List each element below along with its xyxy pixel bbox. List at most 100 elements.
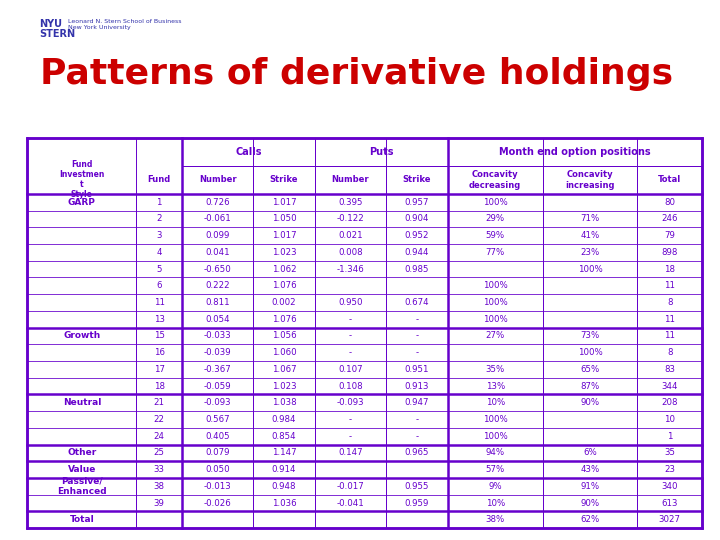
Text: 1.038: 1.038 [271, 399, 297, 407]
Text: 35%: 35% [485, 365, 505, 374]
Bar [27, 261, 137, 278]
Bar [182, 244, 253, 261]
Bar [386, 211, 448, 227]
Bar [315, 244, 386, 261]
Text: -0.033: -0.033 [204, 332, 232, 340]
Bar [543, 244, 637, 261]
Bar [448, 511, 543, 528]
Bar [448, 294, 543, 311]
Text: 11: 11 [154, 298, 165, 307]
Text: 0.914: 0.914 [271, 465, 296, 474]
Bar [137, 261, 182, 278]
Text: 5: 5 [156, 265, 162, 274]
Text: 0.854: 0.854 [271, 431, 297, 441]
Text: 0.405: 0.405 [205, 431, 230, 441]
Bar [315, 378, 386, 394]
Text: 65%: 65% [580, 365, 600, 374]
Bar [386, 394, 448, 411]
Bar [315, 428, 386, 444]
Text: 80: 80 [665, 198, 675, 207]
Bar [137, 294, 182, 311]
Text: 0.041: 0.041 [205, 248, 230, 257]
Text: 33: 33 [154, 465, 165, 474]
Text: 11: 11 [665, 281, 675, 291]
Text: 0.567: 0.567 [205, 415, 230, 424]
Text: -: - [349, 415, 352, 424]
Bar [182, 194, 253, 211]
Text: 11: 11 [665, 315, 675, 324]
Text: 91%: 91% [580, 482, 600, 491]
Text: 29%: 29% [485, 214, 505, 224]
Bar [182, 166, 253, 194]
Text: 41%: 41% [580, 231, 600, 240]
Text: 94%: 94% [485, 448, 505, 457]
Bar [253, 478, 315, 495]
Text: -0.650: -0.650 [204, 265, 232, 274]
Text: Passive/
Enhanced: Passive/ Enhanced [57, 477, 107, 496]
Bar [27, 244, 137, 261]
Text: 0.147: 0.147 [338, 448, 363, 457]
Bar [543, 294, 637, 311]
Bar [182, 444, 253, 461]
Text: 10%: 10% [485, 399, 505, 407]
Text: -: - [415, 332, 418, 340]
Text: -0.093: -0.093 [337, 399, 364, 407]
Text: Puts: Puts [369, 147, 394, 157]
Text: Fund
Investmen
t
Style: Fund Investmen t Style [59, 160, 104, 199]
Bar [253, 411, 315, 428]
Text: 18: 18 [154, 382, 165, 390]
Text: -0.122: -0.122 [336, 214, 364, 224]
Bar [182, 495, 253, 511]
Text: -0.093: -0.093 [204, 399, 231, 407]
Text: 613: 613 [662, 498, 678, 508]
Bar [253, 261, 315, 278]
Bar [637, 166, 702, 194]
Text: 0.108: 0.108 [338, 382, 363, 390]
Bar [137, 428, 182, 444]
Bar [253, 495, 315, 511]
Text: 62%: 62% [580, 515, 600, 524]
Bar [253, 511, 315, 528]
Bar [448, 361, 543, 378]
Text: -0.367: -0.367 [204, 365, 232, 374]
Bar [543, 361, 637, 378]
Bar [543, 211, 637, 227]
Bar [448, 495, 543, 511]
Text: NYU
STERN: NYU STERN [40, 19, 76, 39]
Text: 100%: 100% [483, 198, 508, 207]
Text: Value: Value [68, 465, 96, 474]
Text: 1: 1 [156, 198, 162, 207]
Text: -0.059: -0.059 [204, 382, 231, 390]
Bar [386, 244, 448, 261]
Bar [637, 444, 702, 461]
Bar [637, 211, 702, 227]
Text: 59%: 59% [485, 231, 505, 240]
Bar [137, 444, 182, 461]
Text: -0.026: -0.026 [204, 498, 232, 508]
Bar [448, 461, 543, 478]
Text: 18: 18 [665, 265, 675, 274]
Bar [137, 278, 182, 294]
Text: Calls: Calls [235, 147, 261, 157]
Bar [386, 166, 448, 194]
Bar [27, 411, 137, 428]
Bar [253, 444, 315, 461]
Bar [448, 411, 543, 428]
Text: 2: 2 [156, 214, 162, 224]
Text: 0.951: 0.951 [405, 365, 429, 374]
Bar [182, 411, 253, 428]
Bar [27, 211, 137, 227]
Bar [386, 411, 448, 428]
Bar [315, 311, 386, 328]
Bar [253, 345, 315, 361]
Text: -0.017: -0.017 [336, 482, 364, 491]
Bar [253, 394, 315, 411]
Bar [637, 361, 702, 378]
Bar [386, 345, 448, 361]
Bar [543, 328, 637, 345]
Bar [137, 461, 182, 478]
Text: 100%: 100% [483, 281, 508, 291]
Bar [448, 227, 543, 244]
Bar [543, 478, 637, 495]
Bar [543, 194, 637, 211]
